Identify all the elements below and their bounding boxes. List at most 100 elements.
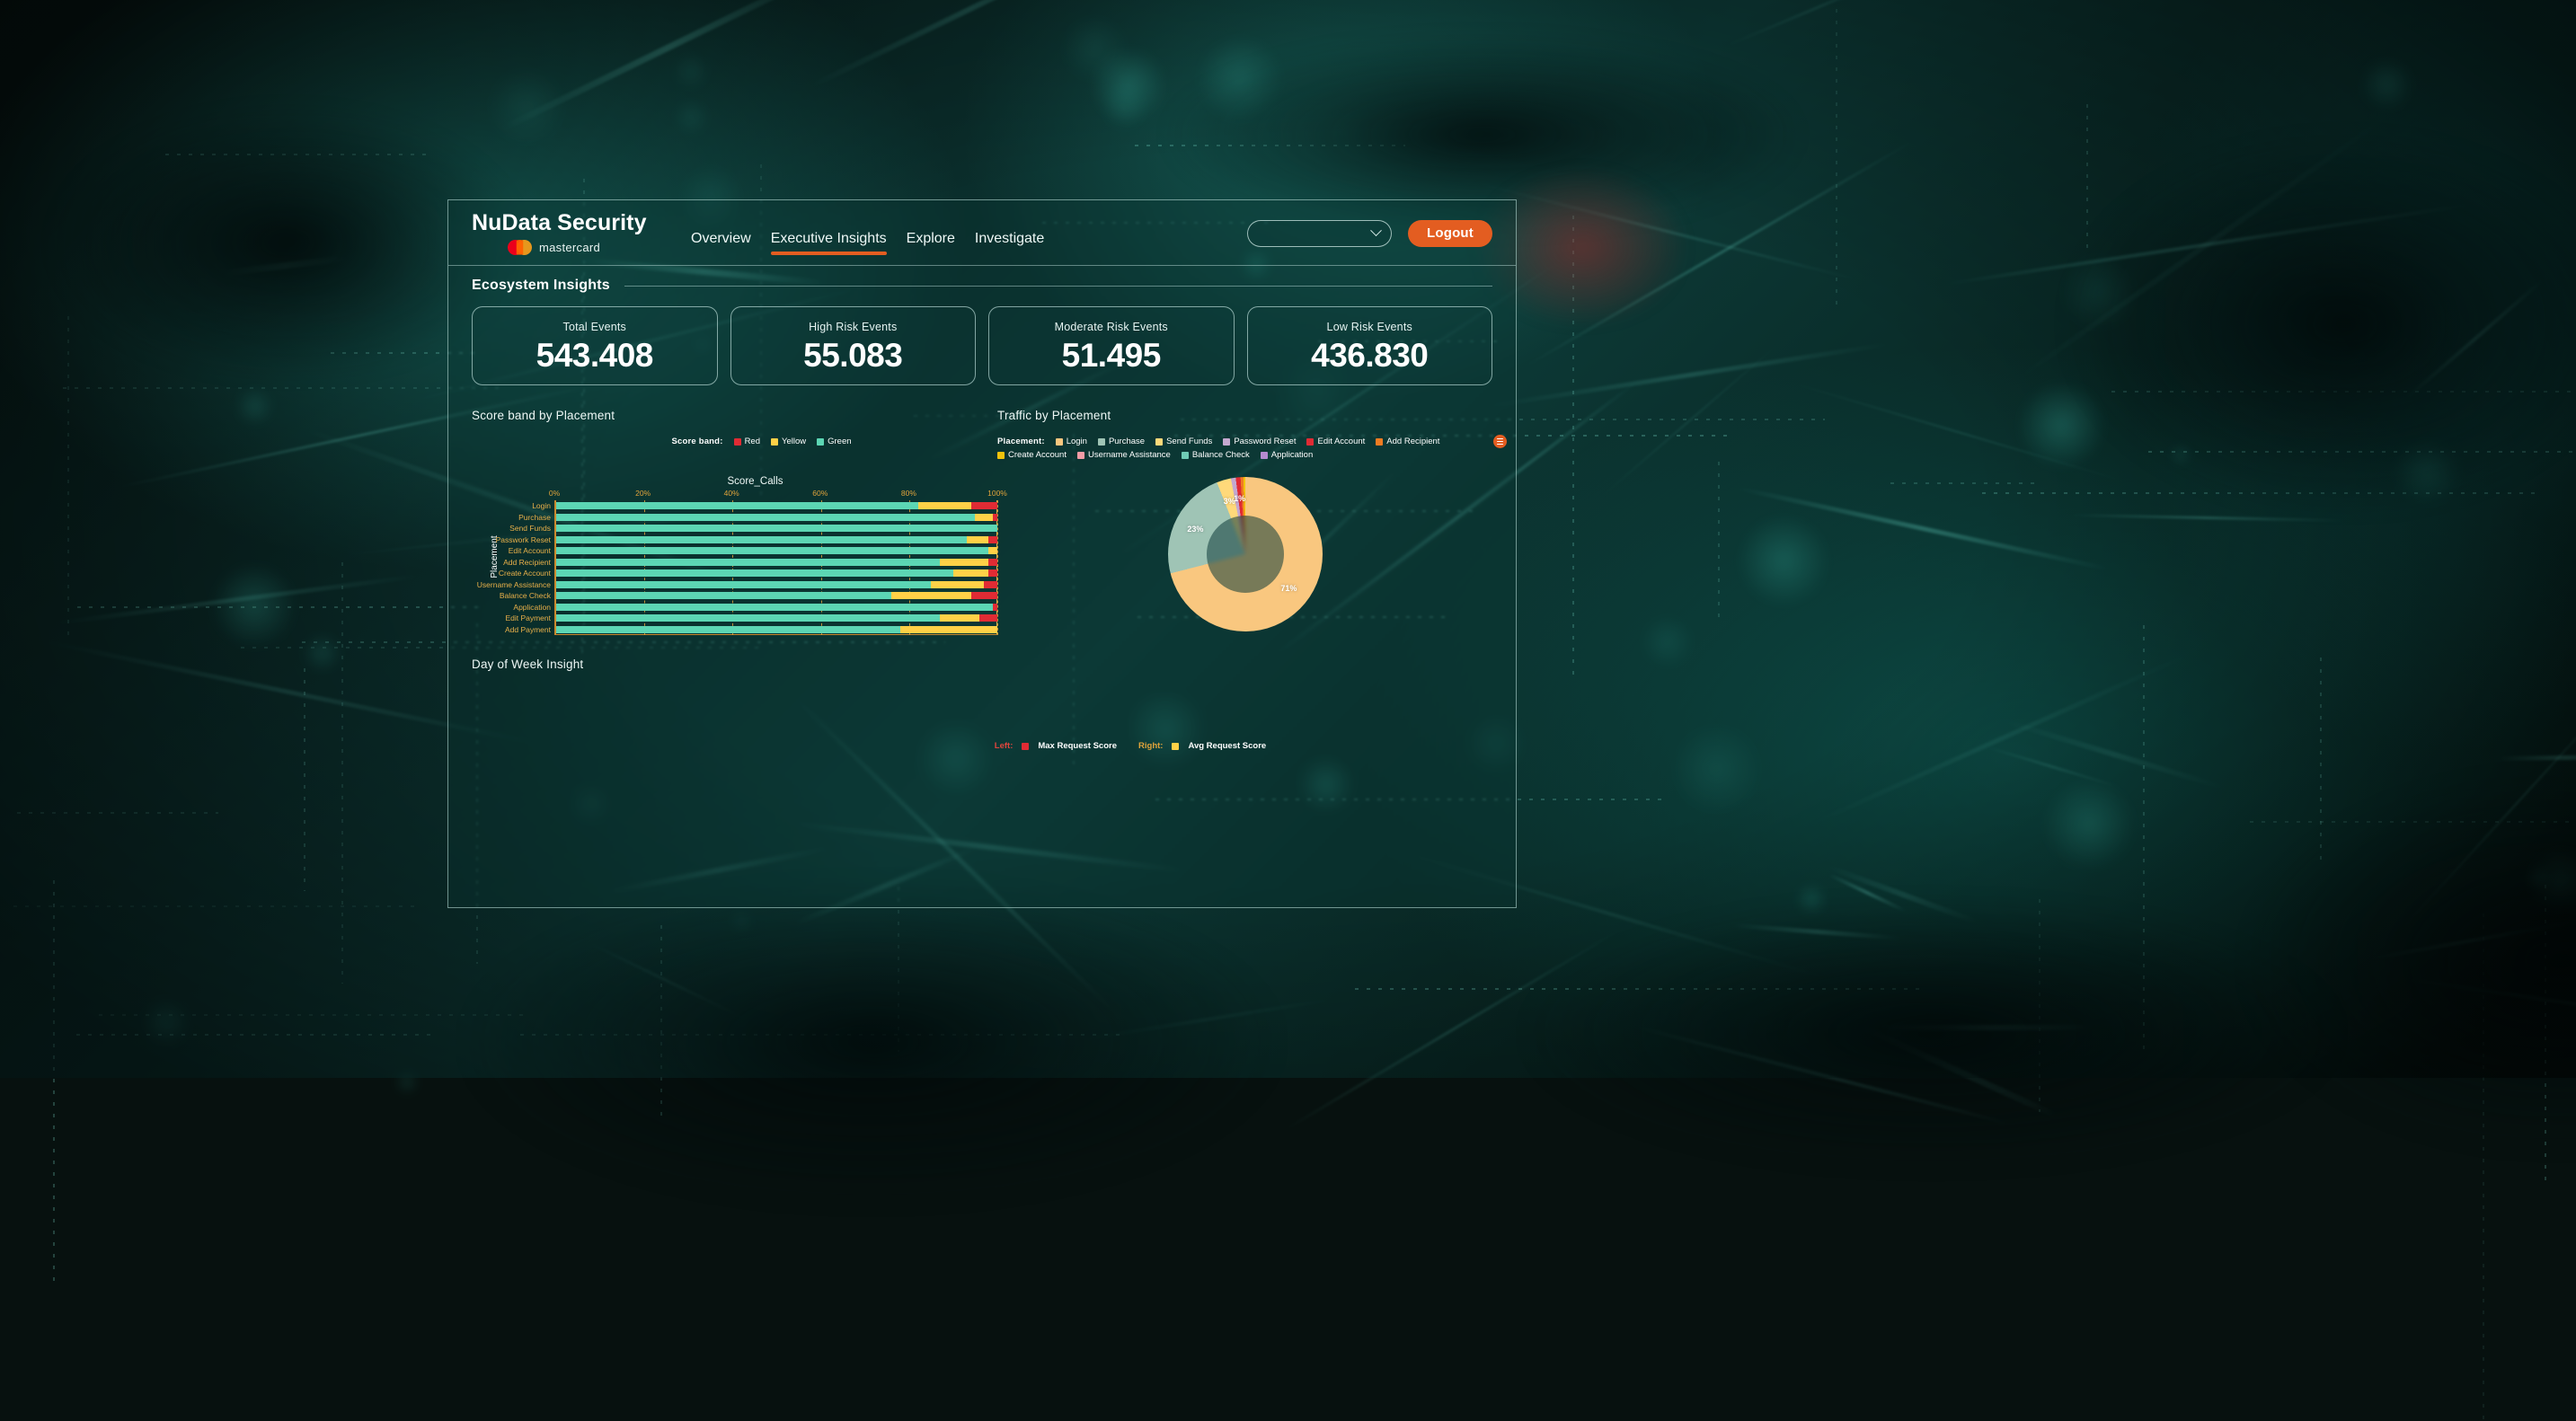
legend-item[interactable]: Create Account: [997, 450, 1067, 460]
day-of-week-section: Day of Week Insight Left: Max Request Sc…: [448, 638, 1516, 751]
legend-item[interactable]: Application: [1261, 450, 1313, 460]
dow-right-key: Right:: [1138, 741, 1163, 751]
legend-swatch-icon: [1376, 438, 1383, 446]
legend-item[interactable]: Green: [817, 437, 851, 446]
bar-chart-row[interactable]: Username Assistance: [556, 579, 997, 591]
bar-chart-row[interactable]: Send Funds: [556, 523, 997, 534]
bar-chart-stacked-bar: [556, 614, 997, 622]
bar-chart-stacked-bar: [556, 547, 997, 554]
nav-item-overview[interactable]: Overview: [691, 231, 751, 255]
nav-item-executive-insights[interactable]: Executive Insights: [771, 231, 887, 255]
donut-ring[interactable]: 71%23%3%1%: [1168, 477, 1323, 631]
bar-chart-stacked-bar: [556, 559, 997, 566]
legend-item[interactable]: Yellow: [771, 437, 806, 446]
bar-chart-row[interactable]: Add Payment: [556, 624, 997, 636]
bar-segment-green: [556, 536, 967, 543]
bar-chart-row[interactable]: Application: [556, 602, 997, 613]
legend-item[interactable]: Red: [734, 437, 760, 446]
legend-swatch-icon: [1155, 438, 1163, 446]
bar-chart-category-label: Balance Check: [500, 592, 551, 600]
legend-item[interactable]: Add Recipient: [1376, 437, 1439, 446]
legend-item-label: Yellow: [782, 437, 806, 446]
legend-item-label: Balance Check: [1192, 450, 1250, 460]
legend-item[interactable]: Send Funds: [1155, 437, 1212, 446]
bar-chart-category-label: Passwork Reset: [496, 536, 551, 544]
legend-item-label: Username Assistance: [1088, 450, 1171, 460]
bar-segment-red: [988, 559, 997, 566]
legend-item[interactable]: Purchase: [1098, 437, 1145, 446]
bar-chart-category-label: Create Account: [499, 569, 551, 578]
legend-item[interactable]: Password Reset: [1223, 437, 1296, 446]
bar-chart-category-label: Username Assistance: [477, 581, 551, 589]
header-divider: [448, 265, 1516, 266]
kpi-card-high-risk-events[interactable]: High Risk Events 55.083: [730, 306, 977, 385]
bar-chart-row[interactable]: Edit Payment: [556, 613, 997, 624]
bar-segment-green: [556, 592, 891, 599]
kpi-card-low-risk-events[interactable]: Low Risk Events 436.830: [1247, 306, 1493, 385]
bar-segment-green: [556, 547, 988, 554]
bar-chart-row[interactable]: Create Account: [556, 568, 997, 579]
kpi-card-total-events[interactable]: Total Events 543.408: [472, 306, 718, 385]
legend-swatch-icon: [1182, 452, 1189, 459]
kpi-value: 436.830: [1311, 339, 1428, 372]
kpi-label: Moderate Risk Events: [1055, 321, 1168, 333]
account-select[interactable]: [1247, 220, 1392, 247]
bar-chart-row[interactable]: Add Recipient: [556, 557, 997, 569]
bar-segment-green: [556, 514, 975, 521]
kpi-value: 55.083: [803, 339, 902, 372]
app-header: NuData Security mastercard Overview Exec…: [448, 200, 1516, 266]
legend-item[interactable]: Balance Check: [1182, 450, 1250, 460]
bar-chart-category-label: Edit Payment: [505, 614, 551, 622]
kpi-card-row: Total Events 543.408 High Risk Events 55…: [448, 294, 1516, 385]
dow-right-label: Avg Request Score: [1188, 741, 1266, 751]
legend-swatch-icon: [817, 438, 824, 446]
dow-right-swatch: [1172, 743, 1179, 750]
bar-chart-stacked-bar: [556, 525, 997, 532]
kpi-label: High Risk Events: [809, 321, 897, 333]
nav-item-investigate[interactable]: Investigate: [975, 231, 1044, 255]
bar-chart-row[interactable]: Edit Account: [556, 545, 997, 557]
legend-item[interactable]: Login: [1056, 437, 1087, 446]
bar-segment-yellow: [891, 592, 970, 599]
bar-segment-yellow: [918, 502, 971, 509]
legend-item-label: Add Recipient: [1386, 437, 1439, 446]
traffic-legend-label: Placement:: [997, 437, 1045, 446]
bar-chart-stacked-bar: [556, 514, 997, 521]
bar-segment-yellow: [967, 536, 989, 543]
list-icon[interactable]: [1493, 435, 1507, 448]
legend-item[interactable]: Edit Account: [1306, 437, 1365, 446]
header-actions: Logout: [1247, 220, 1492, 247]
bar-chart-category-label: Application: [513, 604, 551, 612]
section-divider: [624, 286, 1492, 287]
legend-item-label: Application: [1271, 450, 1313, 460]
bar-chart-row[interactable]: Balance Check: [556, 590, 997, 602]
bar-chart-category-label: Add Recipient: [503, 559, 551, 567]
donut-hole: [1207, 516, 1284, 593]
donut-slice-label: 71%: [1280, 584, 1297, 593]
kpi-card-moderate-risk-events[interactable]: Moderate Risk Events 51.495: [988, 306, 1235, 385]
brand-name: NuData Security: [472, 211, 678, 234]
day-of-week-title: Day of Week Insight: [472, 658, 1492, 671]
dashboard-window: NuData Security mastercard Overview Exec…: [447, 199, 1517, 908]
bar-chart-row[interactable]: Login: [556, 500, 997, 512]
bar-chart-row[interactable]: Purchase: [556, 512, 997, 524]
legend-swatch-icon: [1306, 438, 1314, 446]
mastercard-lockup: mastercard: [472, 240, 678, 255]
bar-chart-stacked-bar: [556, 626, 997, 633]
bar-chart-title: Score_Calls: [513, 476, 997, 487]
bar-segment-green: [556, 626, 900, 633]
bar-segment-yellow: [940, 559, 988, 566]
main-nav: Overview Executive Insights Explore Inve…: [691, 200, 1044, 266]
bar-chart-category-label: Purchase: [518, 514, 551, 522]
traffic-panel-title: Traffic by Placement: [997, 409, 1492, 422]
legend-item-label: Purchase: [1109, 437, 1145, 446]
mastercard-logo-icon: [508, 240, 532, 255]
logout-button[interactable]: Logout: [1408, 220, 1492, 247]
bar-segment-green: [556, 569, 953, 577]
nav-item-explore[interactable]: Explore: [907, 231, 955, 255]
legend-item[interactable]: Username Assistance: [1077, 450, 1171, 460]
bar-chart-row[interactable]: Passwork Reset: [556, 534, 997, 546]
bar-chart-stacked-bar: [556, 592, 997, 599]
